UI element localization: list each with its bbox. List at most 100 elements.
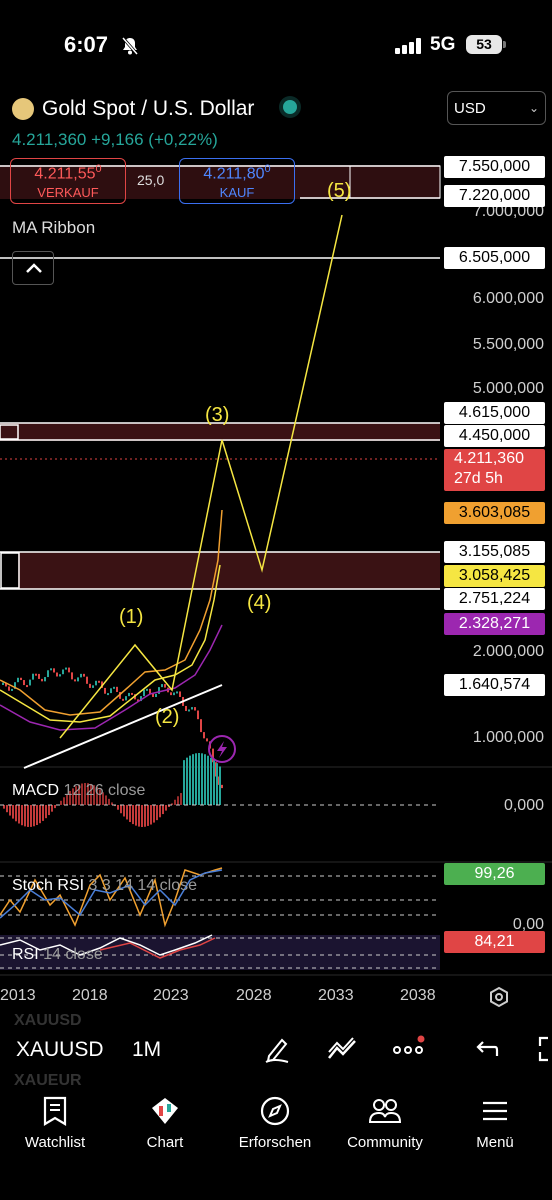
chevron-down-icon: ⌄	[528, 101, 539, 115]
time-axis-tick: 2018	[72, 987, 108, 1004]
candle	[107, 693, 109, 696]
pen-draw-icon[interactable]	[262, 1034, 292, 1064]
candle	[95, 680, 97, 686]
chart-settings-icon[interactable]	[488, 986, 510, 1008]
ma-value-label: 2.328,271	[444, 613, 545, 635]
currency-value: USD	[454, 100, 486, 117]
nav-community[interactable]: Community	[330, 1086, 440, 1151]
macd-bar	[75, 786, 77, 805]
zone-low	[18, 552, 440, 589]
buy-label: KAUF	[219, 185, 255, 201]
symbol-title[interactable]: Gold Spot / U.S. Dollar	[42, 97, 255, 120]
candle	[20, 677, 22, 681]
candle	[86, 676, 88, 684]
candle	[161, 684, 163, 688]
level-label: 7.550,000	[444, 156, 545, 178]
candle	[176, 691, 178, 694]
candle	[128, 692, 130, 697]
lightning-badge	[208, 735, 236, 763]
macd-bar	[210, 757, 212, 805]
sell-button[interactable]: 4.211,550 VERKAUF	[10, 158, 126, 204]
macd-bar	[141, 805, 143, 827]
candle	[110, 688, 112, 694]
macd-bar	[171, 803, 173, 805]
candle	[143, 689, 145, 697]
ma-value-label: 3.058,425	[444, 565, 545, 587]
candle	[122, 698, 124, 701]
candle	[77, 677, 79, 682]
interval-selector[interactable]: 1M	[132, 1038, 162, 1061]
compass-icon	[260, 1096, 290, 1126]
drawing-tools-icon[interactable]	[326, 1034, 358, 1064]
symbol-ticker[interactable]: XAUUSD	[16, 1038, 104, 1061]
macd-bar	[156, 805, 158, 821]
ma-line-yellow	[0, 564, 221, 723]
stoch-rsi-legend[interactable]: Stoch RSI 3 3 14 14 close	[12, 877, 198, 894]
macd-legend[interactable]: MACD 12 26 close	[12, 782, 146, 799]
macd-histogram	[3, 753, 221, 827]
nav-menu[interactable]: Menü	[440, 1086, 550, 1151]
candle	[173, 692, 175, 696]
macd-bar	[201, 753, 203, 805]
nav-label: Chart	[146, 1134, 184, 1151]
macd-bar	[186, 757, 188, 805]
candle	[59, 674, 61, 677]
rsi-legend[interactable]: RSI 14 close	[12, 946, 103, 963]
macd-bar	[81, 783, 83, 805]
price-chart[interactable]	[0, 130, 552, 985]
candle	[191, 707, 193, 710]
candle	[206, 738, 208, 742]
rsi-line	[0, 934, 213, 956]
buy-button[interactable]: 4.211,800 KAUF	[179, 158, 295, 204]
currency-select[interactable]: USD ⌄	[447, 91, 546, 125]
cellular-signal-icon	[395, 38, 421, 54]
nav-chart[interactable]: Chart	[110, 1086, 220, 1151]
macd-bar	[204, 754, 206, 805]
candle	[38, 673, 40, 679]
network-type: 5G	[430, 34, 456, 55]
chart-icon	[152, 1098, 178, 1124]
nav-label: Erforschen	[238, 1134, 312, 1151]
undo-icon[interactable]	[473, 1034, 501, 1064]
more-options-icon[interactable]	[392, 1034, 426, 1064]
candle	[113, 686, 115, 689]
macd-bar	[60, 800, 62, 805]
candle	[140, 696, 142, 702]
level-label: 4.450,000	[444, 425, 545, 447]
macd-bar	[48, 805, 50, 816]
price-axis-tick: 6.000,000	[472, 290, 544, 307]
candle	[188, 709, 190, 712]
zone-top	[0, 165, 440, 199]
macd-bar	[117, 805, 119, 810]
candle	[200, 719, 202, 733]
fullscreen-icon[interactable]	[536, 1034, 552, 1064]
indicator-legend[interactable]: MA Ribbon	[12, 218, 96, 237]
ma-line-purple	[0, 624, 223, 731]
macd-bar	[21, 805, 23, 826]
wave-label-2: (2)	[155, 706, 180, 728]
candle	[83, 673, 85, 677]
candle	[17, 677, 19, 683]
macd-bar	[126, 805, 128, 820]
nav-watchlist[interactable]: Watchlist	[0, 1086, 110, 1151]
collapse-legend-button[interactable]	[12, 251, 54, 285]
macd-bar	[147, 805, 149, 826]
rsi-value: 84,21	[444, 931, 545, 953]
level-label: 3.155,085	[444, 541, 545, 563]
macd-bar	[66, 793, 68, 805]
macd-bar	[9, 805, 11, 816]
candle	[179, 691, 181, 697]
wave-label-1: (1)	[119, 606, 144, 628]
candle	[80, 673, 82, 678]
macd-bar	[132, 805, 134, 825]
sell-label: VERKAUF	[37, 185, 99, 201]
macd-bar	[144, 805, 146, 827]
ma-line-orange	[0, 509, 223, 716]
macd-bar	[213, 760, 215, 805]
candle	[98, 680, 100, 683]
stoch-d-line	[0, 869, 223, 919]
macd-bar	[69, 790, 71, 805]
nav-explore[interactable]: Erforschen	[220, 1086, 330, 1151]
candle	[101, 681, 103, 688]
candle	[194, 707, 196, 711]
